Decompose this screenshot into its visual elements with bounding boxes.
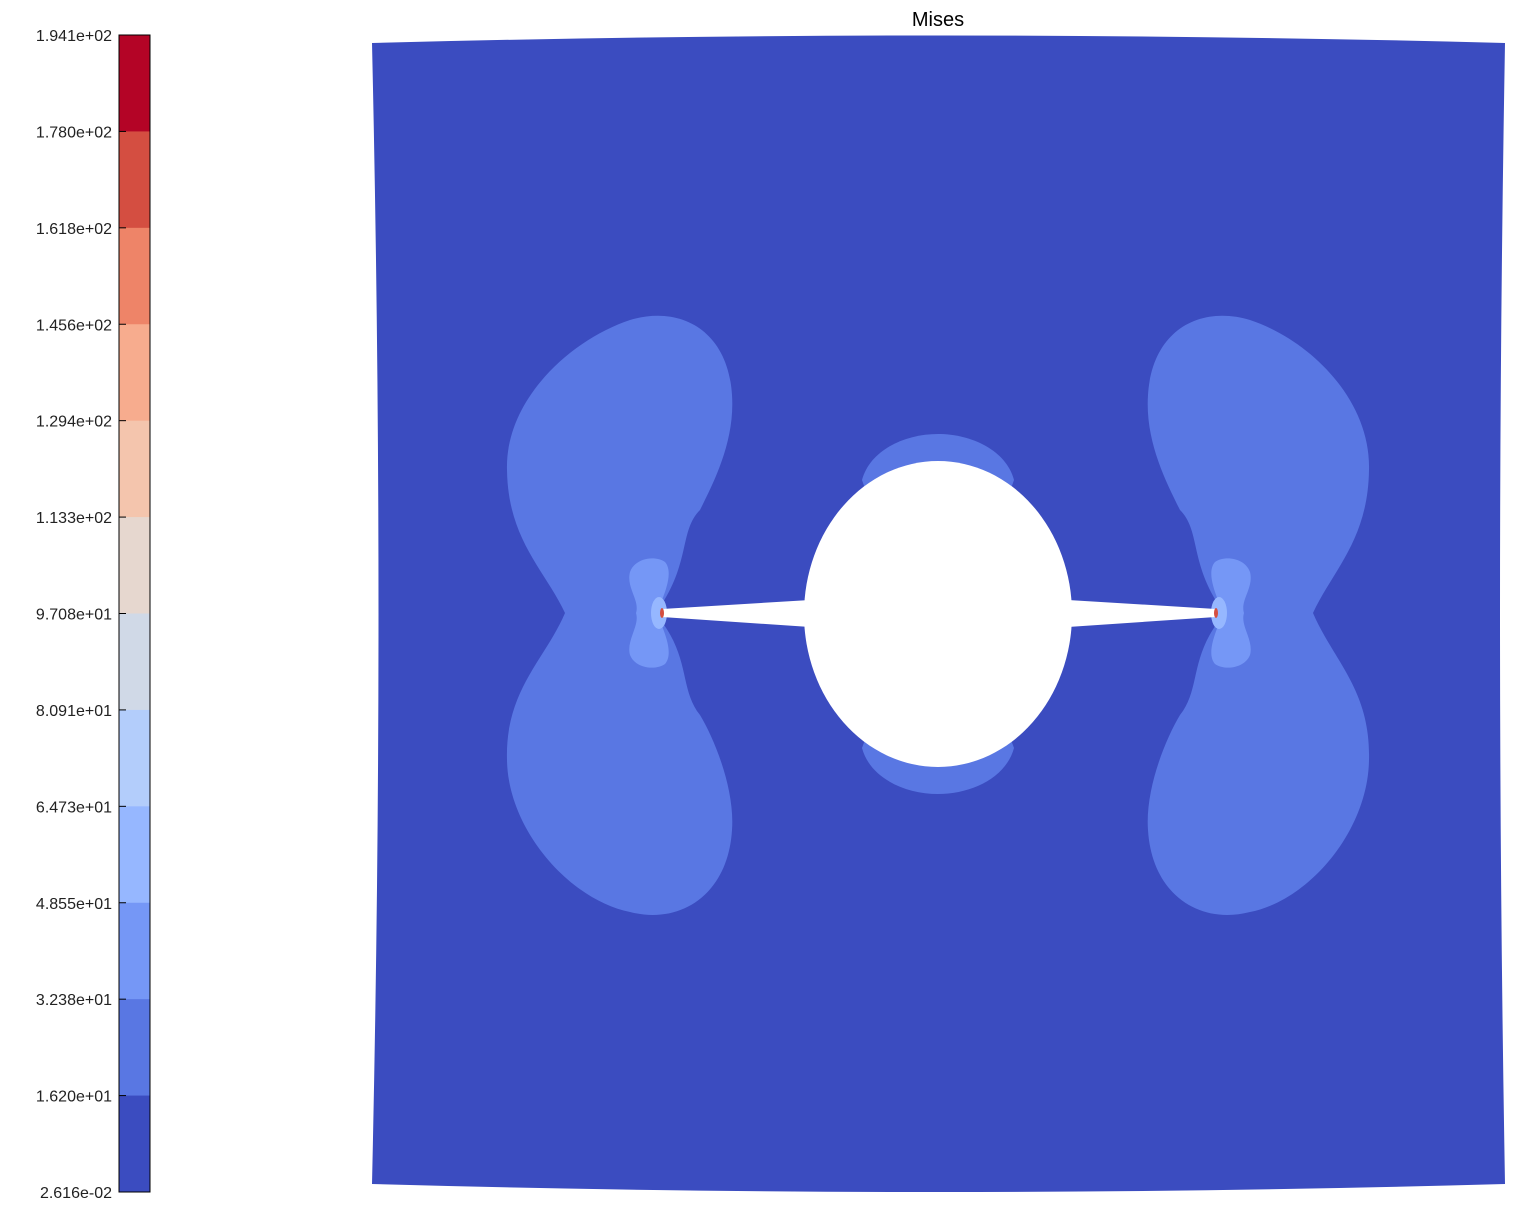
colorbar-tick-label: 1.780e+02 (36, 124, 112, 141)
crack-left (662, 600, 810, 627)
crack-tip-right (1214, 608, 1218, 618)
colorbar-band (119, 709, 150, 807)
colorbar-band (119, 613, 150, 711)
colorbar-band (119, 131, 150, 229)
central-hole (804, 461, 1072, 767)
colorbar-band (119, 902, 150, 1000)
stress-zone-left (506, 315, 733, 915)
tip-core-left (651, 597, 667, 629)
colorbar-band (119, 806, 150, 904)
colorbar-band (119, 227, 150, 325)
colorbar-tick-label: 1.294e+02 (36, 414, 112, 431)
colorbar-band (119, 1095, 150, 1193)
colorbar-tick-label: 1.941e+02 (36, 28, 112, 45)
colorbar-band (119, 517, 150, 614)
colorbar: 1.941e+02 1.780e+02 1.618e+02 1.456e+02 1.29… (36, 28, 151, 1202)
crack-tip-left (660, 608, 664, 618)
colorbar-tick-label: 4.855e+01 (36, 896, 112, 913)
colorbar-tick-label: 8.091e+01 (36, 703, 112, 720)
colorbar-tick-label: 2.616e-02 (40, 1185, 112, 1202)
colorbar-tick-label: 3.238e+01 (36, 992, 112, 1009)
colorbar-bands (119, 35, 150, 1193)
colorbar-tick-label: 1.618e+02 (36, 221, 112, 238)
crack-right (1068, 600, 1216, 627)
tip-zone-left (629, 558, 669, 668)
colorbar-band (119, 999, 150, 1097)
colorbar-tick-label: 1.456e+02 (36, 317, 112, 334)
tip-core-right (1211, 597, 1227, 629)
stress-zone-right (1147, 315, 1370, 915)
colorbar-tick-label: 1.133e+02 (36, 510, 112, 527)
plot-title: Mises (912, 9, 964, 31)
colorbar-band (119, 420, 150, 518)
colorbar-band (119, 324, 150, 422)
colorbar-band (119, 35, 150, 132)
colorbar-tick-label: 6.473e+01 (36, 799, 112, 816)
colorbar-tick-label: 1.620e+01 (36, 1089, 112, 1106)
colorbar-tick-label: 9.708e+01 (36, 607, 112, 624)
colorbar-ticks: 1.941e+02 1.780e+02 1.618e+02 1.456e+02 1.29… (36, 28, 126, 1202)
tip-zone-right (1211, 558, 1251, 668)
